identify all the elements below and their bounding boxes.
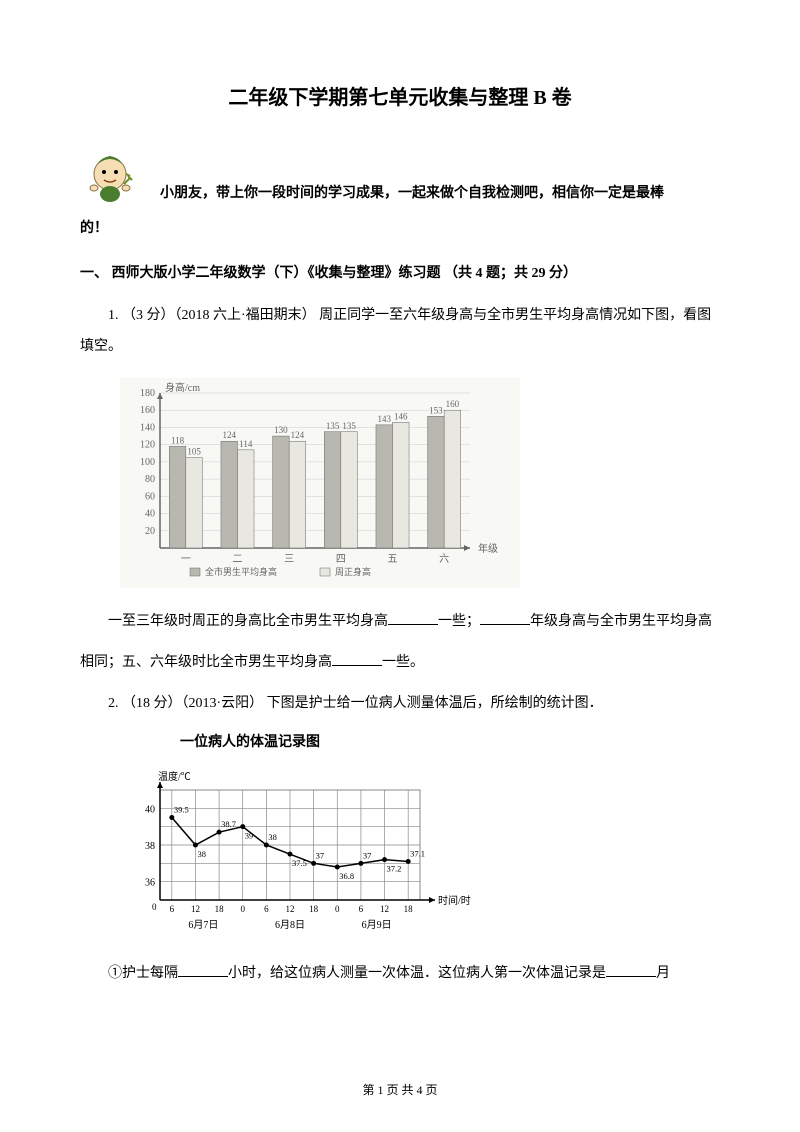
svg-text:80: 80: [145, 474, 155, 485]
svg-text:18: 18: [309, 904, 319, 914]
svg-text:60: 60: [145, 491, 155, 502]
q2-sub1-b: 小时，给这位病人测量一次体温．这位病人第一次体温记录是: [228, 966, 606, 981]
svg-text:18: 18: [404, 904, 414, 914]
svg-text:6月8日: 6月8日: [275, 919, 305, 931]
page-title: 二年级下学期第七单元收集与整理 B 卷: [80, 80, 720, 116]
svg-text:38: 38: [145, 841, 155, 852]
svg-text:160: 160: [446, 399, 460, 409]
svg-text:130: 130: [274, 425, 288, 435]
svg-text:12: 12: [380, 904, 389, 914]
svg-text:37: 37: [363, 850, 372, 860]
svg-text:100: 100: [140, 457, 155, 468]
svg-text:140: 140: [140, 422, 155, 433]
svg-text:6: 6: [359, 904, 364, 914]
svg-text:12: 12: [286, 904, 295, 914]
question-2: 2. （18 分）（2013·云阳） 下图是护士给一位病人测量体温后，所绘制的统…: [80, 689, 720, 720]
svg-text:0: 0: [335, 904, 340, 914]
svg-text:四: 四: [336, 554, 346, 565]
blank-5[interactable]: [606, 963, 656, 977]
q1-text-c: 年级身高与全市男生平均身高: [530, 614, 712, 629]
q1-text-b: 一些；: [438, 614, 480, 629]
intro-text-2: 的！: [80, 216, 720, 241]
question-1: 1. （3 分）（2018 六上·福田期末） 周正同学一至六年级身高与全市男生平…: [80, 301, 720, 363]
mascot-icon: [80, 146, 140, 206]
svg-text:12: 12: [191, 904, 200, 914]
bar-chart-container: 20 40 60 80 100 120 140 160 180 身高/cm 年级 118105 一 124…: [120, 378, 720, 597]
blank-1[interactable]: [388, 611, 438, 625]
svg-text:6月9日: 6月9日: [362, 919, 392, 931]
q2-sub1-c: 月: [656, 966, 670, 981]
line-chart: 36 38 40 6 12 18 0 6 12 18 0 6 12 18 温度/℃ 时间/时 39.5 38 38.…: [120, 770, 480, 940]
svg-text:18: 18: [215, 904, 225, 914]
svg-text:六: 六: [439, 553, 449, 565]
svg-text:39.5: 39.5: [174, 804, 189, 814]
svg-text:143: 143: [377, 414, 391, 424]
svg-text:40: 40: [145, 804, 155, 815]
intro-text-1: 小朋友，带上你一段时间的学习成果，一起来做个自我检测吧，相信你一定是最棒: [160, 181, 664, 206]
svg-text:146: 146: [394, 411, 408, 421]
q2-sub1-a: ①护士每隔: [108, 966, 178, 981]
svg-text:124: 124: [222, 430, 236, 440]
svg-text:温度/℃: 温度/℃: [158, 770, 191, 783]
svg-text:38: 38: [197, 849, 206, 859]
svg-text:36.8: 36.8: [339, 871, 354, 881]
svg-text:三: 三: [284, 554, 294, 565]
line-chart-container: 36 38 40 6 12 18 0 6 12 18 0 6 12 18 温度/℃ 时间/时 39.5 38 38.…: [120, 770, 720, 949]
svg-text:6: 6: [170, 904, 175, 914]
blank-2[interactable]: [480, 611, 530, 625]
svg-text:124: 124: [291, 430, 305, 440]
svg-text:0: 0: [152, 902, 157, 912]
line-chart-title: 一位病人的体温记录图: [180, 730, 720, 755]
svg-text:39: 39: [245, 830, 254, 840]
svg-text:37.5: 37.5: [292, 858, 307, 868]
svg-text:38.7: 38.7: [221, 819, 236, 829]
svg-text:37: 37: [316, 850, 325, 860]
svg-text:180: 180: [140, 388, 155, 399]
q1-text-a: 一至三年级时周正的身高比全市男生平均身高: [108, 614, 388, 629]
svg-text:160: 160: [140, 405, 155, 416]
section-heading: 一、 西师大版小学二年级数学（下）《收集与整理》练习题 （共 4 题；共 29 …: [80, 261, 720, 286]
q1-text-e: 一些。: [382, 655, 424, 670]
question-2-sub1: ①护士每隔 小时，给这位病人测量一次体温．这位病人第一次体温记录是 月: [80, 959, 720, 990]
svg-text:6: 6: [264, 904, 269, 914]
svg-text:年级: 年级: [478, 542, 498, 555]
svg-text:114: 114: [239, 439, 253, 449]
question-1-followup: 一至三年级时周正的身高比全市男生平均身高 一些； 年级身高与全市男生平均身高: [80, 607, 720, 638]
svg-text:118: 118: [171, 435, 185, 445]
blank-3[interactable]: [332, 652, 382, 666]
svg-text:36: 36: [145, 877, 155, 888]
svg-text:135: 135: [342, 421, 356, 431]
bar-chart: 20 40 60 80 100 120 140 160 180 身高/cm 年级 118105 一 124…: [120, 378, 520, 588]
svg-text:120: 120: [140, 440, 155, 451]
svg-text:37.1: 37.1: [410, 848, 425, 858]
svg-text:40: 40: [145, 509, 155, 520]
svg-text:20: 20: [145, 526, 155, 537]
svg-text:一: 一: [181, 554, 191, 565]
svg-text:6月7日: 6月7日: [188, 919, 218, 931]
blank-4[interactable]: [178, 963, 228, 977]
svg-text:时间/时: 时间/时: [438, 894, 471, 907]
intro-row: 小朋友，带上你一段时间的学习成果，一起来做个自我检测吧，相信你一定是最棒: [80, 146, 720, 206]
svg-text:105: 105: [187, 447, 201, 457]
svg-text:全市男生平均身高: 全市男生平均身高: [205, 566, 277, 577]
svg-text:身高/cm: 身高/cm: [165, 381, 200, 394]
svg-text:五: 五: [388, 554, 398, 565]
svg-text:周正身高: 周正身高: [335, 566, 371, 577]
svg-text:二: 二: [233, 554, 243, 565]
svg-text:38: 38: [268, 832, 277, 842]
q1-text-d: 相同；五、六年级时比全市男生平均身高: [80, 655, 332, 670]
svg-text:153: 153: [429, 405, 443, 415]
svg-text:135: 135: [326, 421, 340, 431]
question-1-followup-2: 相同；五、六年级时比全市男生平均身高 一些。: [80, 648, 720, 679]
svg-text:0: 0: [240, 904, 245, 914]
page-footer: 第 1 页 共 4 页: [0, 1080, 800, 1102]
svg-text:37.2: 37.2: [387, 863, 402, 873]
